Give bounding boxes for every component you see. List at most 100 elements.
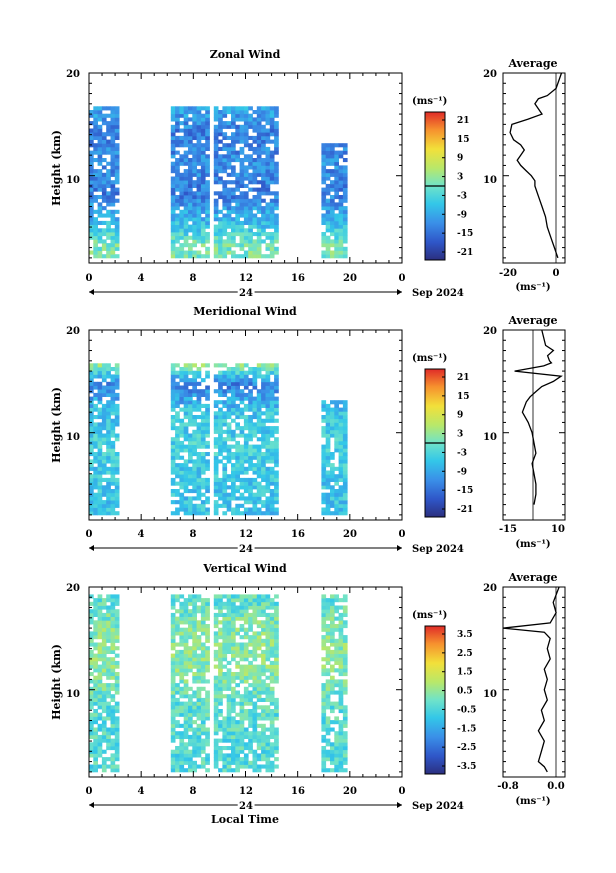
heatmap-cell xyxy=(269,746,275,751)
heatmap-cell xyxy=(226,507,232,512)
heatmap-cell xyxy=(93,753,98,758)
heatmap-cell xyxy=(256,470,262,475)
heatmap-cell xyxy=(179,616,185,621)
heatmap-cell xyxy=(106,594,111,599)
heatmap-cell xyxy=(325,463,331,468)
heatmap-cell xyxy=(226,367,232,372)
heatmap-cell xyxy=(196,150,202,155)
heatmap-cell xyxy=(106,444,111,449)
heatmap-cell xyxy=(239,511,245,516)
heatmap-cell xyxy=(239,235,245,240)
heatmap-cell xyxy=(239,172,245,177)
heatmap-cell xyxy=(226,496,232,501)
heatmap-cell xyxy=(252,224,258,229)
heatmap-cell xyxy=(114,363,120,368)
heatmap-cell xyxy=(226,627,232,632)
heatmap-cell xyxy=(342,400,348,405)
heatmap-cell xyxy=(89,642,94,647)
heatmap-cell xyxy=(192,727,197,732)
heatmap-cell xyxy=(222,720,228,725)
y-tick-label: 10 xyxy=(66,689,80,700)
heatmap-cell xyxy=(256,429,262,434)
heatmap-cell xyxy=(205,363,210,368)
heatmap-cell xyxy=(213,132,219,137)
heatmap-cell xyxy=(274,228,279,233)
heatmap-cell xyxy=(243,466,249,471)
heatmap-cell xyxy=(265,444,271,449)
heatmap-cell xyxy=(110,720,116,725)
heatmap-cell xyxy=(106,389,111,394)
heatmap-cell xyxy=(213,616,219,621)
heatmap-cell xyxy=(175,232,180,237)
heatmap-cell xyxy=(114,664,120,669)
heatmap-cell xyxy=(93,511,98,516)
heatmap-cell xyxy=(261,697,266,702)
heatmap-cell xyxy=(248,746,253,751)
heatmap-cell xyxy=(256,679,262,684)
heatmap-cell xyxy=(274,500,279,505)
heatmap-cell xyxy=(334,187,339,192)
heatmap-cell xyxy=(252,187,258,192)
heatmap-cell xyxy=(106,609,111,614)
heatmap-cell xyxy=(330,477,335,482)
heatmap-cell xyxy=(170,232,176,237)
heatmap-cell xyxy=(205,646,210,651)
heatmap-cell xyxy=(183,110,189,115)
heatmap-cell xyxy=(274,411,279,416)
heatmap-cell xyxy=(325,220,331,225)
heatmap-cell xyxy=(334,764,339,769)
heatmap-cell xyxy=(226,198,232,203)
heatmap-cell xyxy=(265,459,271,464)
heatmap-cell xyxy=(89,489,94,494)
heatmap-cell xyxy=(179,224,185,229)
heatmap-cell xyxy=(93,605,98,610)
heatmap-cell xyxy=(213,635,219,640)
heatmap-cell xyxy=(269,474,275,479)
heatmap-cell xyxy=(179,672,185,677)
heatmap-cell xyxy=(97,429,103,434)
heatmap-cell xyxy=(342,235,348,240)
heatmap-cell xyxy=(188,705,193,710)
heatmap-cell xyxy=(265,150,271,155)
heatmap-cell xyxy=(114,705,120,710)
heatmap-cell xyxy=(342,403,348,408)
heatmap-cell xyxy=(265,601,271,606)
heatmap-cell xyxy=(196,609,202,614)
heatmap-cell xyxy=(110,418,116,423)
heatmap-cell xyxy=(196,485,202,490)
heatmap-cell xyxy=(183,183,189,188)
heatmap-cell xyxy=(256,209,262,214)
heatmap-cell xyxy=(101,690,107,695)
heatmap-cell xyxy=(325,235,331,240)
heatmap-cell xyxy=(97,705,103,710)
heatmap-cell xyxy=(342,172,348,177)
heatmap-cell xyxy=(114,385,120,390)
heatmap-cell xyxy=(101,672,107,677)
heatmap-cell xyxy=(170,161,176,166)
heatmap-cell xyxy=(330,429,335,434)
heatmap-cell xyxy=(338,686,344,691)
heatmap-cell xyxy=(269,180,275,185)
heatmap-cell xyxy=(235,183,240,188)
heatmap-cell xyxy=(226,746,232,751)
heatmap-cell xyxy=(205,370,210,375)
heatmap-cell xyxy=(175,720,180,725)
heatmap-cell xyxy=(110,642,116,647)
heatmap-cell xyxy=(338,631,344,636)
heatmap-cell xyxy=(175,411,180,416)
heatmap-cell xyxy=(110,686,116,691)
heatmap-cell xyxy=(261,598,266,603)
heatmap-cell xyxy=(170,638,176,643)
heatmap-cell xyxy=(231,374,236,379)
heatmap-cell xyxy=(89,378,94,383)
heatmap-cell xyxy=(89,110,94,115)
heatmap-cell xyxy=(342,683,348,688)
heatmap-cell xyxy=(175,224,180,229)
heatmap-cell xyxy=(274,400,279,405)
heatmap-cell xyxy=(274,176,279,181)
heatmap-cell xyxy=(93,712,98,717)
heatmap-cell xyxy=(218,679,223,684)
heatmap-cell xyxy=(106,426,111,431)
heatmap-cell xyxy=(226,385,232,390)
heatmap-cell xyxy=(101,113,107,118)
